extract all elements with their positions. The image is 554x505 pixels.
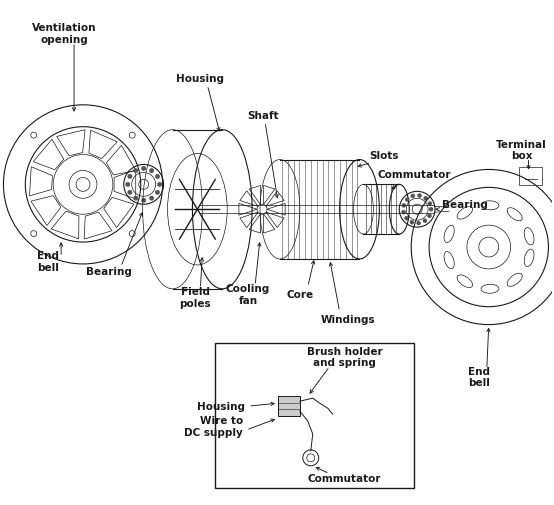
Text: Shaft: Shaft xyxy=(247,111,279,121)
Text: Commutator: Commutator xyxy=(308,473,381,483)
Circle shape xyxy=(405,198,409,202)
Circle shape xyxy=(128,191,132,195)
Text: Bearing: Bearing xyxy=(86,266,132,276)
Circle shape xyxy=(157,183,162,187)
Circle shape xyxy=(141,198,146,203)
Circle shape xyxy=(134,169,138,173)
Bar xyxy=(519,168,542,186)
Circle shape xyxy=(429,208,433,212)
Circle shape xyxy=(404,217,408,221)
Circle shape xyxy=(411,194,415,198)
Circle shape xyxy=(402,211,406,215)
Circle shape xyxy=(150,196,154,201)
Text: Ventilation
opening: Ventilation opening xyxy=(32,23,96,45)
Text: Commutator: Commutator xyxy=(377,170,451,180)
Circle shape xyxy=(134,196,138,201)
Text: Brush holder
and spring: Brush holder and spring xyxy=(307,346,382,368)
Circle shape xyxy=(402,204,406,208)
Bar xyxy=(278,396,300,416)
Text: Housing: Housing xyxy=(197,401,245,412)
Text: Core: Core xyxy=(286,289,314,299)
Circle shape xyxy=(424,197,428,201)
Circle shape xyxy=(155,191,160,195)
Circle shape xyxy=(423,219,427,223)
Circle shape xyxy=(410,221,414,225)
Circle shape xyxy=(428,202,432,206)
Text: Cooling
fan: Cooling fan xyxy=(226,283,270,305)
Text: Slots: Slots xyxy=(370,150,399,160)
Text: Field
poles: Field poles xyxy=(179,286,211,308)
Circle shape xyxy=(150,169,154,173)
Circle shape xyxy=(155,175,160,179)
Text: End
bell: End bell xyxy=(468,366,490,387)
Text: Wire to
DC supply: Wire to DC supply xyxy=(184,416,243,437)
Text: Terminal
box: Terminal box xyxy=(496,139,547,161)
Text: Windings: Windings xyxy=(320,314,375,324)
Circle shape xyxy=(126,183,130,187)
Circle shape xyxy=(418,194,422,198)
Text: End
bell: End bell xyxy=(37,250,59,272)
Circle shape xyxy=(417,222,420,226)
Circle shape xyxy=(128,175,132,179)
Text: Bearing: Bearing xyxy=(442,200,488,210)
Bar xyxy=(216,344,414,488)
Circle shape xyxy=(428,214,432,218)
Circle shape xyxy=(141,167,146,171)
Text: Housing: Housing xyxy=(176,74,224,84)
